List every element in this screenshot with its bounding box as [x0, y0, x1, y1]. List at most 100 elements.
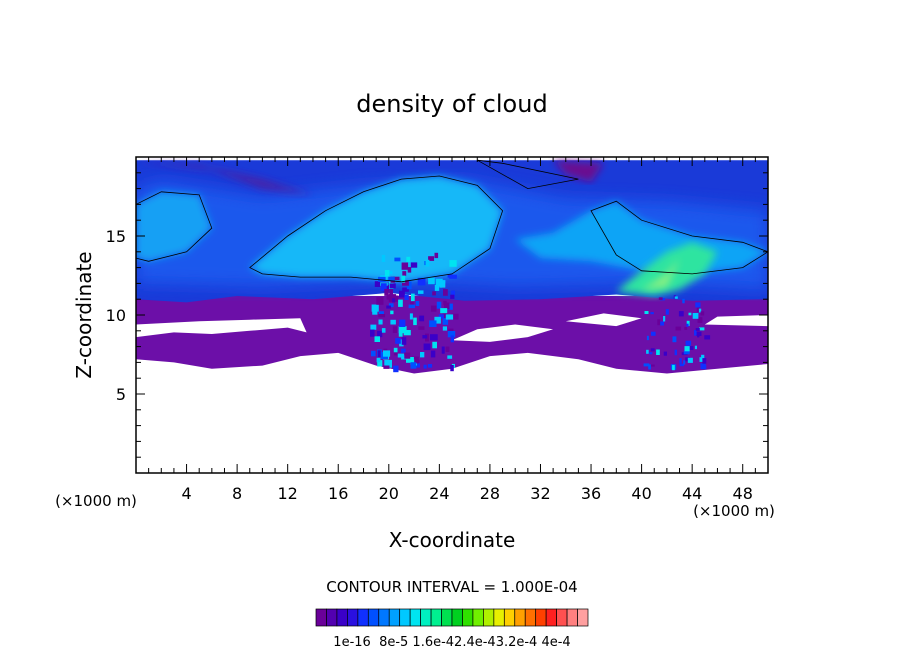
colorbar-swatch — [472, 608, 484, 627]
colorbar-swatch — [357, 608, 369, 627]
tower-speckle — [442, 326, 447, 331]
tower-speckle-east — [695, 302, 701, 308]
tower-speckle — [392, 326, 397, 333]
x-axis-ticks: 4 8 12 16 20 24 28 32 36 40 44 48 — [148, 157, 756, 503]
left-swirl — [136, 191, 212, 262]
tower-speckle-east — [698, 308, 702, 313]
colorbar-swatch — [420, 608, 432, 627]
tower-speckle — [403, 330, 411, 336]
tower-speckle — [370, 329, 375, 337]
tower-speckle-east — [701, 354, 705, 358]
tower-speckle — [390, 310, 394, 315]
tower-speckle — [389, 289, 393, 295]
tower-speckle — [411, 356, 419, 363]
tower-speckle — [399, 290, 405, 298]
tower-speckle — [374, 281, 381, 287]
x-unit-label: (×1000 m) — [693, 502, 775, 520]
tower-speckle-east — [702, 358, 707, 364]
tower-speckle — [395, 338, 401, 344]
tower-speckle — [374, 336, 380, 342]
tower-speckle-east — [697, 335, 700, 338]
tower-speckle — [414, 359, 420, 364]
tower-speckle — [388, 271, 393, 275]
colorbar — [315, 608, 589, 627]
tower-speckle-east — [704, 335, 711, 340]
tower-speckle — [386, 305, 391, 309]
tower-speckle — [392, 298, 396, 303]
tower-speckle — [380, 283, 387, 291]
tower-speckle — [428, 277, 435, 285]
tower-speckle — [430, 305, 437, 312]
x-tick-label: 4 — [181, 484, 191, 503]
tower-speckle — [394, 257, 401, 262]
tower-speckle — [434, 316, 441, 324]
contour-line-2 — [477, 159, 579, 190]
tower-speckle — [411, 293, 415, 302]
tower-speckle-east — [643, 363, 650, 367]
tower-speckle — [398, 299, 403, 307]
x-tick-label: 36 — [581, 484, 601, 503]
y-tick-label: 10 — [106, 306, 126, 325]
tower-speckle — [398, 326, 407, 334]
tower-speckle — [377, 360, 383, 367]
tower-speckle — [430, 350, 436, 358]
tower-speckle — [432, 291, 436, 296]
tower-speckle-east — [696, 331, 702, 336]
clear-gap-3 — [565, 313, 642, 327]
tower-speckle — [402, 280, 409, 286]
tower-speckle — [389, 283, 396, 289]
tower-speckle — [383, 350, 391, 357]
tower-speckle-east — [659, 321, 665, 326]
tower-speckle — [423, 343, 431, 351]
colorbar-swatch — [524, 608, 537, 627]
tower-speckle — [442, 318, 449, 325]
colorbar-swatch — [535, 608, 547, 627]
tower-speckle-east — [685, 340, 692, 346]
tower-speckle — [388, 276, 395, 281]
y-tick-label: 5 — [116, 385, 126, 404]
tower-speckle-east — [644, 311, 649, 314]
tower-speckle-east — [665, 309, 669, 315]
tower-speckle-east — [684, 346, 690, 352]
tower-speckle-east — [678, 311, 684, 317]
y-axis-ticks: 5 10 15 — [106, 172, 768, 458]
tower-speckle — [441, 346, 445, 354]
tower-speckle — [427, 364, 433, 368]
tower-speckle-east — [695, 328, 700, 331]
tower-speckle-east — [699, 357, 705, 362]
x-tick-label: 48 — [733, 484, 753, 503]
tower-speckle — [402, 287, 409, 292]
colorbar-swatch — [462, 608, 474, 627]
tower-speckle — [388, 294, 397, 302]
tower-speckle — [415, 301, 420, 306]
x-tick-label: 28 — [480, 484, 500, 503]
tower-speckle — [384, 359, 392, 368]
tower-speckle — [401, 337, 407, 345]
colorbar-swatch — [399, 608, 411, 627]
tower-speckle — [434, 285, 440, 291]
colorbar-swatch — [483, 608, 495, 627]
tower-speckle — [376, 297, 384, 305]
tower-speckle — [378, 311, 384, 315]
tower-speckle — [393, 351, 398, 356]
tower-speckle — [451, 313, 459, 320]
tower-speckle-east — [700, 311, 705, 316]
tower-speckle — [419, 315, 425, 322]
colorbar-swatch — [367, 608, 380, 627]
tower-speckle-east — [674, 296, 678, 299]
tower-speckle-east — [683, 350, 690, 355]
plot-area — [136, 157, 768, 473]
tower-speckle — [418, 290, 424, 294]
tower-speckle — [450, 365, 454, 372]
tower-speckle — [410, 362, 417, 369]
chart-title: density of cloud — [356, 90, 547, 118]
tower-speckle — [435, 278, 443, 286]
contour-line-3 — [136, 191, 213, 262]
tower-speckle-east — [650, 348, 655, 352]
tower-speckle — [430, 334, 438, 341]
tower-speckle — [423, 364, 427, 369]
green-core — [616, 242, 718, 296]
tower-speckle — [415, 362, 420, 368]
tower-speckle-east — [682, 298, 685, 304]
